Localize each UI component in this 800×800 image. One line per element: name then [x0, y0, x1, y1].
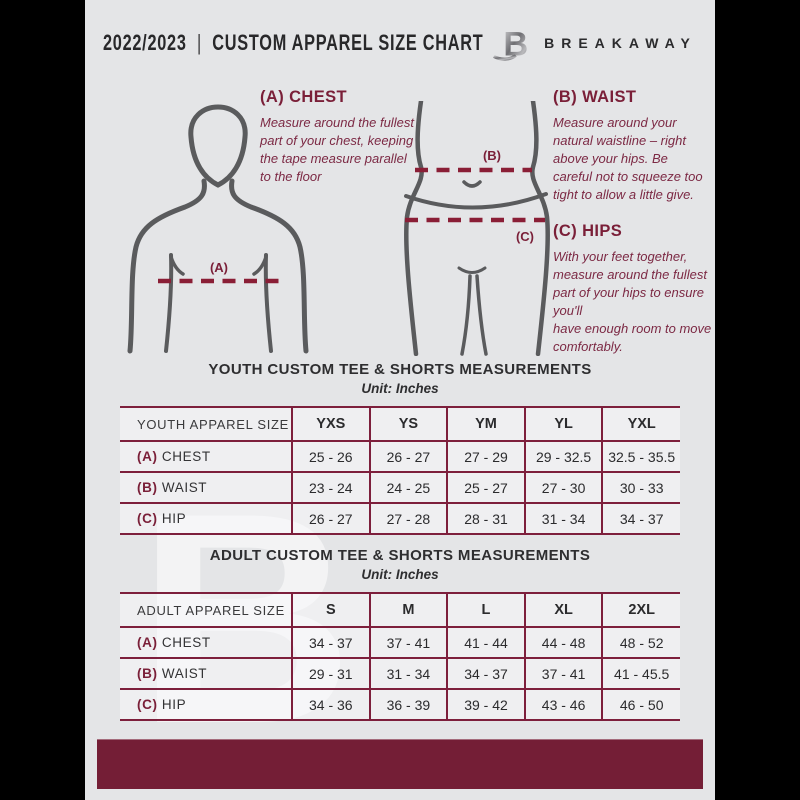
waist-instruction: (B) WAIST Measure around your natural wa…	[553, 88, 708, 204]
table-row-waist: (B) WAIST 29 - 31 31 - 34 34 - 37 37 - 4…	[120, 657, 680, 690]
table-header-row: ADULT APPAREL SIZE S M L XL 2XL	[120, 592, 680, 628]
row-prefix: (C)	[137, 697, 158, 712]
adult-size-table: ADULT APPAREL SIZE S M L XL 2XL (A) CHES…	[120, 592, 680, 721]
chest-instruction-body: Measure around the fullest part of your …	[260, 115, 414, 184]
size-column-header: YXS	[291, 406, 370, 442]
table-row-hip: (C) HIP 26 - 27 27 - 28 28 - 31 31 - 34 …	[120, 502, 680, 535]
size-cell: 25 - 26	[291, 440, 370, 473]
waist-instruction-heading: (B) WAIST	[553, 88, 637, 106]
chest-instruction: (A) CHEST Measure around the fullest par…	[260, 88, 418, 186]
size-cell: 25 - 27	[446, 471, 525, 504]
size-cell: 34 - 37	[601, 502, 680, 535]
size-cell: 43 - 46	[523, 688, 603, 721]
waist-diagram-label: (B)	[483, 148, 501, 163]
row-prefix: (A)	[137, 449, 158, 464]
table-row-chest: (A) CHEST 34 - 37 37 - 41 41 - 44 44 - 4…	[120, 626, 680, 659]
adult-measurements-block: ADULT CUSTOM TEE & SHORTS MEASUREMENTS U…	[120, 547, 680, 721]
size-cell: 30 - 33	[601, 471, 680, 504]
row-prefix: (B)	[137, 480, 158, 495]
row-prefix: (A)	[137, 635, 158, 650]
size-column-header: YL	[523, 406, 603, 442]
size-cell: 27 - 29	[446, 440, 525, 473]
adult-table-unit: Unit: Inches	[361, 567, 439, 582]
youth-size-table: YOUTH APPAREL SIZE YXS YS YM YL YXL (A) …	[120, 406, 680, 535]
header-bar: 2022/2023 | CUSTOM APPAREL SIZE CHART B BR…	[85, 22, 715, 64]
size-cell: 31 - 34	[523, 502, 603, 535]
title-separator: |	[197, 30, 203, 55]
size-column-header: YXL	[601, 406, 680, 442]
row-label: HIP	[161, 511, 187, 526]
size-cell: 41 - 44	[446, 626, 525, 659]
size-cell: 27 - 28	[368, 502, 448, 535]
size-cell: 34 - 37	[446, 657, 525, 690]
size-column-header: YS	[368, 406, 448, 442]
row-prefix: (C)	[137, 511, 158, 526]
row-label: WAIST	[161, 480, 208, 495]
size-cell: 37 - 41	[368, 626, 448, 659]
size-cell: 31 - 34	[368, 657, 448, 690]
chest-figure-illustration: (A)	[127, 104, 309, 354]
breakaway-logo-icon: B	[491, 25, 528, 63]
size-cell: 29 - 31	[291, 657, 370, 690]
table-row-waist: (B) WAIST 23 - 24 24 - 25 25 - 27 27 - 3…	[120, 471, 680, 504]
size-cell: 26 - 27	[291, 502, 370, 535]
table-row-chest: (A) CHEST 25 - 26 26 - 27 27 - 29 29 - 3…	[120, 440, 680, 473]
waist-instruction-body: Measure around your natural waistline – …	[553, 115, 703, 202]
size-cell: 29 - 32.5	[523, 440, 603, 473]
hips-diagram-label: (C)	[516, 229, 534, 244]
youth-size-label-header: YOUTH APPAREL SIZE	[120, 406, 292, 442]
size-column-header: S	[291, 592, 370, 628]
size-cell: 41 - 45.5	[601, 657, 680, 690]
chest-instruction-heading: (A) CHEST	[260, 88, 348, 106]
size-cell: 36 - 39	[368, 688, 448, 721]
size-cell: 46 - 50	[601, 688, 680, 721]
size-cell: 48 - 52	[601, 626, 680, 659]
size-cell: 23 - 24	[291, 471, 370, 504]
row-label: WAIST	[161, 666, 208, 681]
chest-diagram-label: (A)	[210, 260, 228, 275]
size-column-header: YM	[446, 406, 525, 442]
size-cell: 26 - 27	[368, 440, 448, 473]
table-row-hip: (C) HIP 34 - 36 36 - 39 39 - 42 43 - 46 …	[120, 688, 680, 721]
hips-instruction-body: With your feet together, measure around …	[553, 249, 712, 354]
youth-table-unit: Unit: Inches	[361, 381, 439, 396]
size-column-header: L	[446, 592, 525, 628]
youth-table-title: YOUTH CUSTOM TEE & SHORTS MEASUREMENTS	[208, 361, 592, 378]
brand-logo-group: B BREAKAWAY	[489, 23, 697, 63]
size-cell: 32.5 - 35.5	[601, 440, 680, 473]
size-cell: 34 - 37	[291, 626, 370, 659]
hips-instruction-heading: (C) HIPS	[553, 222, 623, 240]
adult-size-label-header: ADULT APPAREL SIZE	[120, 592, 292, 628]
size-column-header: 2XL	[601, 592, 680, 628]
size-cell: 39 - 42	[446, 688, 525, 721]
adult-table-title: ADULT CUSTOM TEE & SHORTS MEASUREMENTS	[209, 547, 591, 564]
page-title: 2022/2023 | CUSTOM APPAREL SIZE CHART	[103, 28, 483, 58]
size-cell: 37 - 41	[523, 657, 603, 690]
table-header-row: YOUTH APPAREL SIZE YXS YS YM YL YXL	[120, 406, 680, 442]
size-column-header: M	[368, 592, 448, 628]
size-cell: 28 - 31	[446, 502, 525, 535]
youth-measurements-block: YOUTH CUSTOM TEE & SHORTS MEASUREMENTS U…	[120, 361, 680, 535]
size-cell: 24 - 25	[368, 471, 448, 504]
row-label: CHEST	[161, 449, 211, 464]
size-chart-page: B 2022/2023|CUSTOM APPAREL SIZE CHART B	[85, 0, 715, 800]
chart-title: CUSTOM APPAREL SIZE CHART	[212, 30, 484, 55]
waist-hips-figure-illustration: (B) (C)	[404, 101, 550, 356]
size-column-header: XL	[523, 592, 603, 628]
measurement-diagram-section: (A) (B) (C) (A) CHEST Measure around the…	[85, 84, 715, 366]
size-cell: 34 - 36	[291, 688, 370, 721]
footer-accent-bar	[97, 739, 703, 789]
row-label: HIP	[161, 697, 187, 712]
size-cell: 44 - 48	[523, 626, 603, 659]
brand-name: BREAKAWAY	[544, 35, 697, 51]
season-label: 2022/2023	[103, 30, 187, 55]
row-prefix: (B)	[137, 666, 158, 681]
row-label: CHEST	[161, 635, 211, 650]
size-cell: 27 - 30	[523, 471, 603, 504]
hips-instruction: (C) HIPS With your feet together, measur…	[553, 222, 713, 356]
